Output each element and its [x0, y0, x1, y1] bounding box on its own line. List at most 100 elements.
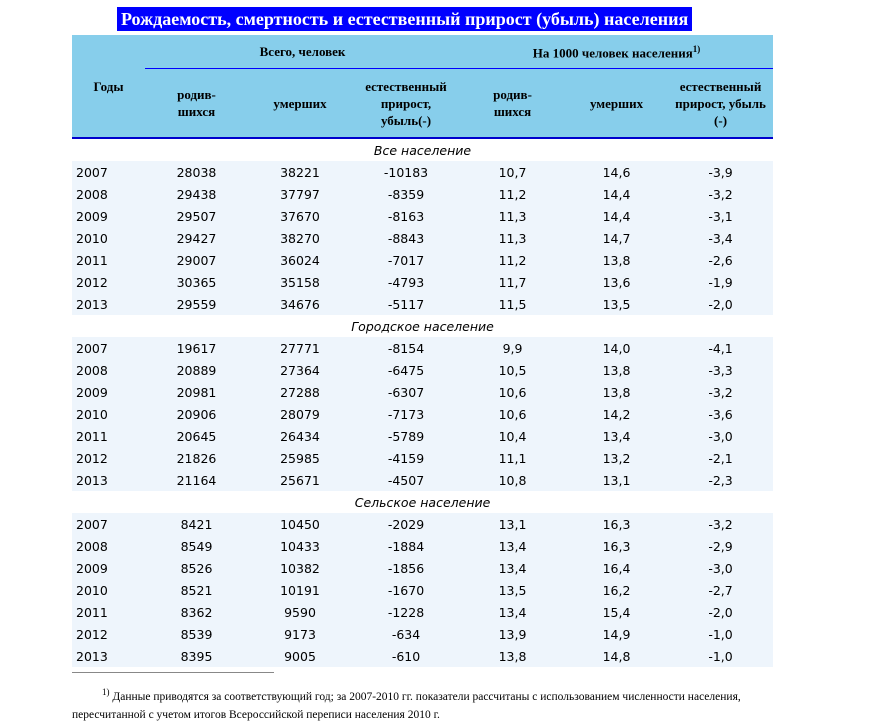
value-cell: -3,0 — [668, 557, 774, 579]
section-label: Все население — [72, 138, 774, 161]
header-col: естественный прирост, убыль (-) — [668, 68, 774, 138]
value-cell: -1670 — [352, 579, 461, 601]
value-cell: 29559 — [145, 293, 248, 315]
year-cell: 2013 — [72, 469, 145, 491]
value-cell: 10,4 — [460, 425, 566, 447]
header-col: родив-шихся — [145, 68, 248, 138]
value-cell: 14,2 — [565, 403, 669, 425]
value-cell: 11,3 — [460, 205, 566, 227]
value-cell: 21826 — [145, 447, 248, 469]
header-col: естественный прирост, убыль(-) — [352, 68, 461, 138]
header-group-total: Всего, человек — [145, 35, 461, 69]
table-row: 2008 20889 27364 -6475 10,5 13,8 -3,3 — [72, 359, 774, 381]
value-cell: 34676 — [248, 293, 352, 315]
value-cell: 8362 — [145, 601, 248, 623]
value-cell: 27288 — [248, 381, 352, 403]
value-cell: 11,5 — [460, 293, 566, 315]
value-cell: 28079 — [248, 403, 352, 425]
value-cell: -4793 — [352, 271, 461, 293]
value-cell: -4,1 — [668, 337, 774, 359]
header-col: умерших — [248, 68, 352, 138]
table-row: 2007 19617 27771 -8154 9,9 14,0 -4,1 — [72, 337, 774, 359]
value-cell: 25671 — [248, 469, 352, 491]
value-cell: 8539 — [145, 623, 248, 645]
year-cell: 2010 — [72, 579, 145, 601]
table-row: 2007 8421 10450 -2029 13,1 16,3 -3,2 — [72, 513, 774, 535]
value-cell: 25985 — [248, 447, 352, 469]
value-cell: 11,3 — [460, 227, 566, 249]
footnote: 1) Данные приводятся за соответствующий … — [72, 683, 792, 724]
header-col: умерших — [565, 68, 669, 138]
value-cell: 10191 — [248, 579, 352, 601]
value-cell: 11,2 — [460, 183, 566, 205]
value-cell: 10,6 — [460, 381, 566, 403]
value-cell: 13,2 — [565, 447, 669, 469]
value-cell: 10,7 — [460, 161, 566, 183]
value-cell: 13,4 — [460, 601, 566, 623]
value-cell: 14,7 — [565, 227, 669, 249]
footnote-ref: 1) — [692, 44, 701, 55]
value-cell: 13,4 — [565, 425, 669, 447]
value-cell: 8421 — [145, 513, 248, 535]
value-cell: 8395 — [145, 645, 248, 667]
value-cell: -3,4 — [668, 227, 774, 249]
value-cell: 20889 — [145, 359, 248, 381]
year-cell: 2011 — [72, 425, 145, 447]
header-col: родив-шихся — [460, 68, 566, 138]
value-cell: 13,8 — [460, 645, 566, 667]
value-cell: 29507 — [145, 205, 248, 227]
value-cell: 11,7 — [460, 271, 566, 293]
year-cell: 2007 — [72, 513, 145, 535]
value-cell: 20645 — [145, 425, 248, 447]
table-row: 2013 21164 25671 -4507 10,8 13,1 -2,3 — [72, 469, 774, 491]
value-cell: 13,6 — [565, 271, 669, 293]
value-cell: -4507 — [352, 469, 461, 491]
value-cell: 10450 — [248, 513, 352, 535]
value-cell: 21164 — [145, 469, 248, 491]
value-cell: -10183 — [352, 161, 461, 183]
value-cell: 16,3 — [565, 535, 669, 557]
value-cell: 9173 — [248, 623, 352, 645]
value-cell: -6307 — [352, 381, 461, 403]
value-cell: 9,9 — [460, 337, 566, 359]
value-cell: 20981 — [145, 381, 248, 403]
value-cell: 27771 — [248, 337, 352, 359]
footnote-divider — [72, 672, 274, 673]
table-row: 2009 29507 37670 -8163 11,3 14,4 -3,1 — [72, 205, 774, 227]
table-row: 2009 8526 10382 -1856 13,4 16,4 -3,0 — [72, 557, 774, 579]
value-cell: -1884 — [352, 535, 461, 557]
value-cell: 14,4 — [565, 205, 669, 227]
value-cell: 8521 — [145, 579, 248, 601]
value-cell: 8549 — [145, 535, 248, 557]
value-cell: 9005 — [248, 645, 352, 667]
year-cell: 2012 — [72, 271, 145, 293]
value-cell: -1,0 — [668, 645, 774, 667]
section-label: Городское население — [72, 315, 774, 337]
value-cell: -3,9 — [668, 161, 774, 183]
value-cell: -2,3 — [668, 469, 774, 491]
year-cell: 2011 — [72, 601, 145, 623]
value-cell: -3,3 — [668, 359, 774, 381]
value-cell: 13,8 — [565, 359, 669, 381]
value-cell: 10,5 — [460, 359, 566, 381]
table-row: 2010 20906 28079 -7173 10,6 14,2 -3,6 — [72, 403, 774, 425]
value-cell: -3,6 — [668, 403, 774, 425]
table-row: 2012 8539 9173 -634 13,9 14,9 -1,0 — [72, 623, 774, 645]
year-cell: 2008 — [72, 183, 145, 205]
year-cell: 2012 — [72, 623, 145, 645]
value-cell: 37670 — [248, 205, 352, 227]
value-cell: -3,1 — [668, 205, 774, 227]
value-cell: -2,0 — [668, 293, 774, 315]
year-cell: 2008 — [72, 535, 145, 557]
year-cell: 2010 — [72, 227, 145, 249]
value-cell: -1,0 — [668, 623, 774, 645]
value-cell: 37797 — [248, 183, 352, 205]
header-group-per1000-label: На 1000 человек населения — [532, 45, 693, 61]
value-cell: -7173 — [352, 403, 461, 425]
value-cell: -1228 — [352, 601, 461, 623]
table-row: 2010 29427 38270 -8843 11,3 14,7 -3,4 — [72, 227, 774, 249]
value-cell: 38270 — [248, 227, 352, 249]
table-row: 2013 8395 9005 -610 13,8 14,8 -1,0 — [72, 645, 774, 667]
page-title: Рождаемость, смертность и естественный п… — [117, 7, 693, 31]
table-row: 2012 21826 25985 -4159 11,1 13,2 -2,1 — [72, 447, 774, 469]
